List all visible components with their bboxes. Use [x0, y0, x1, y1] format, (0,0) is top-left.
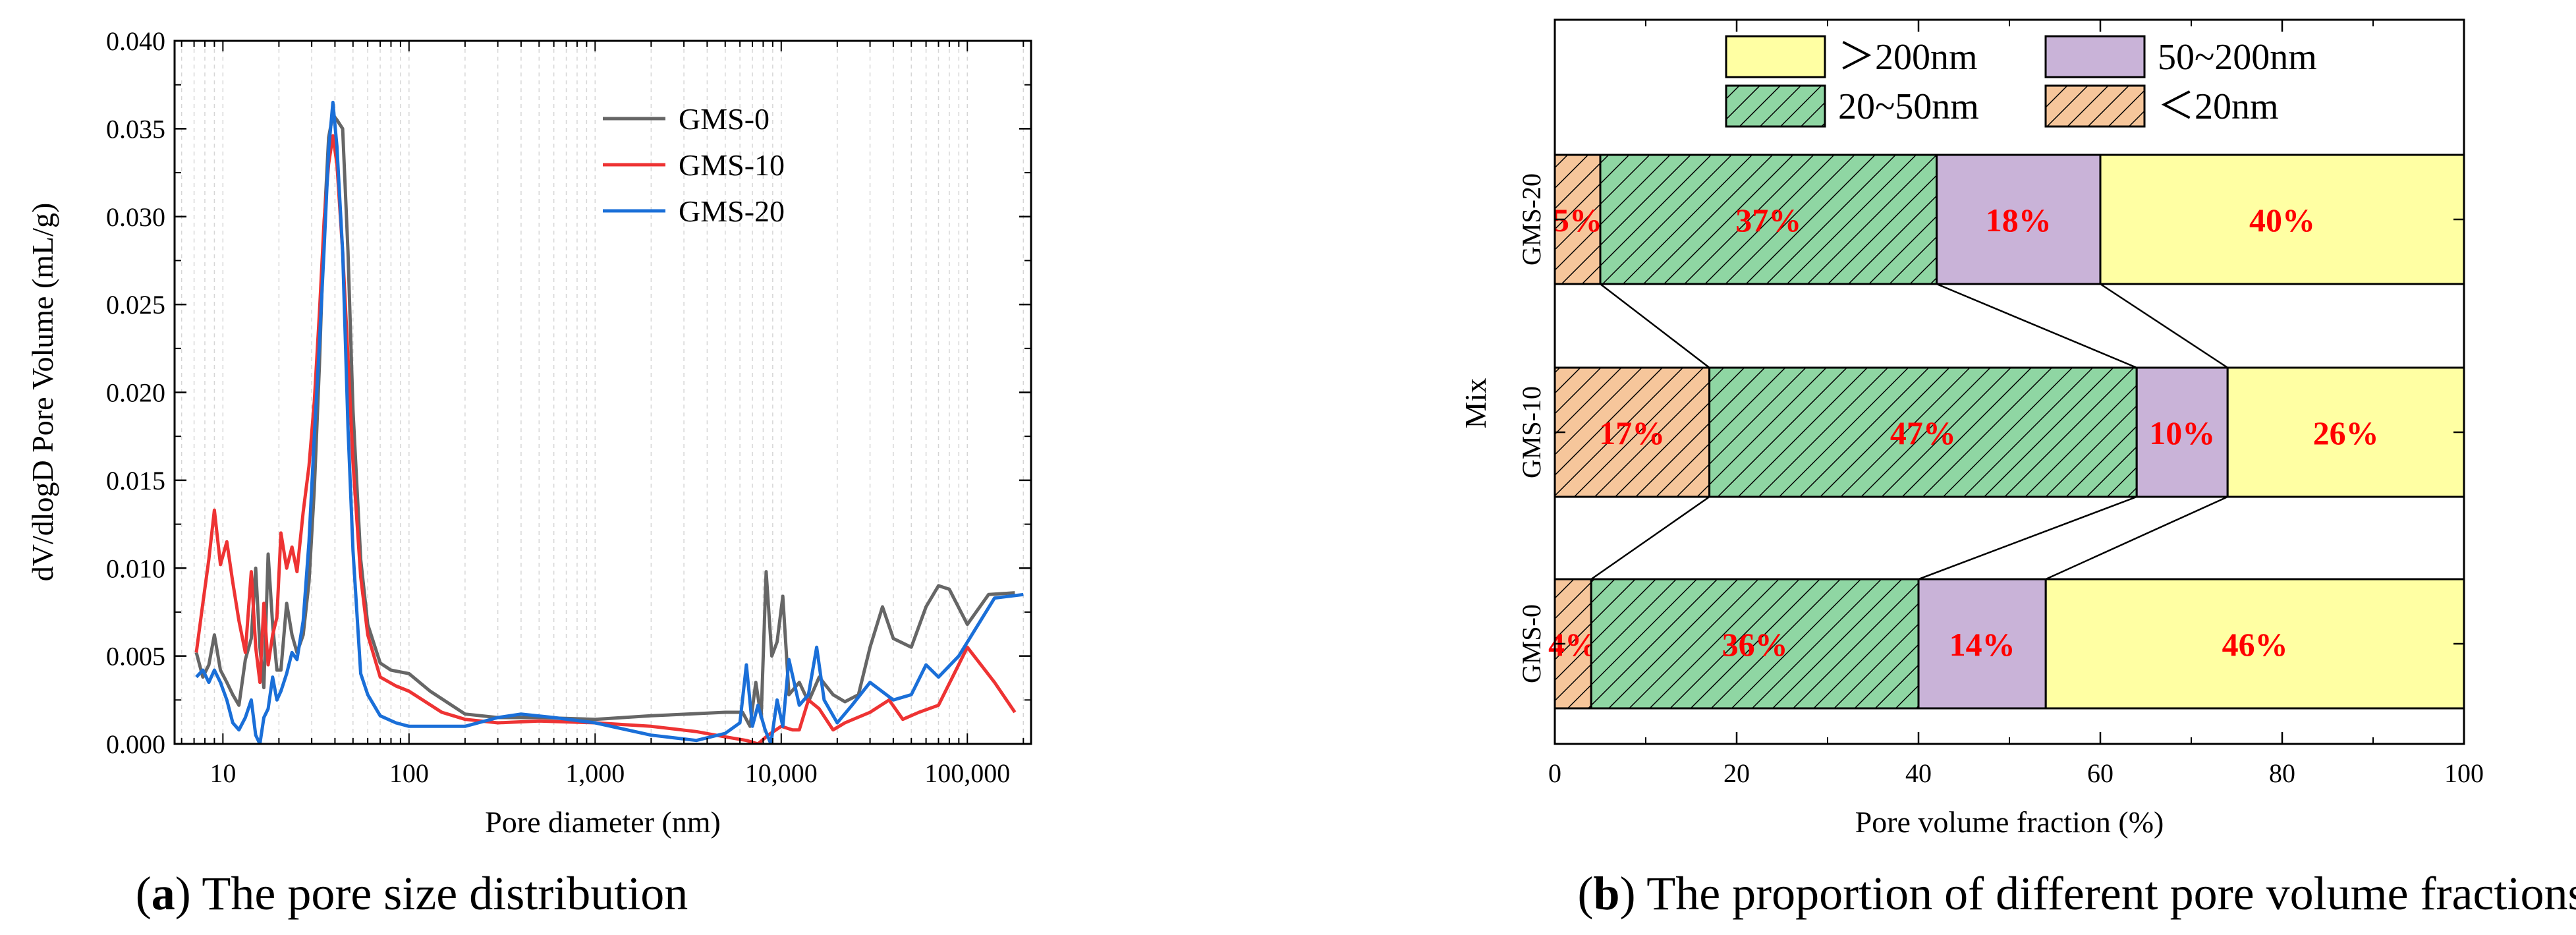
x-tick-label: 80 [2269, 758, 2295, 788]
legend: GMS-0 GMS-10 GMS-20 [603, 102, 785, 228]
x-tick-label: 10 [210, 758, 236, 788]
caption-a-text: The pore size distribution [191, 867, 688, 920]
y-tick-label: 0.035 [106, 114, 165, 144]
y-tick-label: 0.005 [106, 642, 165, 671]
bar-value-label: 26% [2313, 414, 2379, 451]
y-tick-label: 0.030 [106, 202, 165, 232]
bar-value-label: 46% [2222, 626, 2288, 663]
bar-segment [2135, 366, 2229, 498]
x-tick-label: 100 [2444, 758, 2484, 788]
x-tick-label: 10,000 [745, 758, 818, 788]
legend-label: GMS-10 [679, 148, 785, 182]
x-tick-label: 60 [2087, 758, 2114, 788]
y-tick-label: 0.025 [106, 290, 165, 320]
bar-value-label: 47% [1890, 414, 1956, 451]
connector-line [2045, 496, 2228, 581]
legend: ＞200nm 50~200nm 20~50nm ＜20nm [1725, 35, 2317, 128]
caption-b-letter: b [1594, 867, 1620, 920]
y-tick-label: 0.020 [106, 378, 165, 408]
legend-swatch [1725, 84, 1826, 128]
legend-swatch [2044, 35, 2146, 78]
legend-label: ＞200nm [1838, 37, 1978, 78]
y-axis-title: dV/dlogD Pore Volume (mL/g) [26, 203, 59, 582]
legend-label: GMS-0 [679, 102, 770, 136]
bar-value-label: 10% [2149, 414, 2215, 451]
y-tick-label: 0.010 [106, 553, 165, 583]
series-line-gms-20 [195, 100, 1024, 744]
legend-label: GMS-20 [679, 194, 785, 228]
x-tick-label: 20 [1723, 758, 1750, 788]
connector-line [1918, 496, 2137, 581]
series-line-gms-10 [194, 134, 1017, 744]
series-line-gms-0 [194, 113, 1015, 728]
series-lines [194, 100, 1024, 744]
panel-b-stacked-bar-chart: 5% 37% 18% 40%17% 47% 10% 26%4% 36% 14% 46% GMS-2… [1459, 18, 2576, 920]
legend-swatch [2044, 84, 2146, 128]
x-tick-label: 100 [389, 758, 429, 788]
y-category-label: GMS-0 [1517, 604, 1546, 683]
bars: 5% 37% 18% 40%17% 47% 10% 26%4% 36% 14% 46% [1548, 154, 2465, 710]
bar-value-label: 40% [2249, 202, 2315, 239]
bar-segment [1708, 366, 2138, 498]
grid-lines [181, 41, 1024, 744]
panel-a-line-chart: 10 100 1,000 10,000 100,000 0.000 0.005 0.010 0.… [26, 26, 1032, 920]
connector-line [2100, 283, 2228, 369]
bar-segment [1554, 366, 1711, 498]
y-tick-label: 0.000 [106, 729, 165, 759]
connector-line [1600, 283, 1710, 368]
caption-a-letter: a [152, 867, 175, 920]
bar-segment [2226, 366, 2465, 498]
x-tick-label: 1,000 [565, 758, 625, 788]
y-tick-label: 0.015 [106, 466, 165, 496]
connector-line [1936, 283, 2137, 369]
legend-label: 20~50nm [1838, 86, 1979, 127]
bar-segment [2099, 154, 2465, 285]
x-axis-title: Pore diameter (nm) [485, 805, 721, 839]
y-category-label: GMS-20 [1517, 173, 1546, 266]
x-tick-label: 0 [1548, 758, 1561, 788]
legend-swatch [1725, 35, 1826, 78]
y-axis-title: Mix [1459, 378, 1492, 429]
caption-a: (a) The pore size distribution [136, 867, 688, 920]
connector-lines [1590, 283, 2228, 581]
bar-segment [2044, 578, 2465, 710]
bar-value-label: 14% [1949, 626, 2015, 663]
caption-b: (b) The proportion of different pore vol… [1578, 867, 2576, 920]
y-category-label: GMS-10 [1517, 386, 1546, 478]
x-axis-title: Pore volume fraction (%) [1855, 805, 2164, 839]
bar-value-label: 17% [1599, 414, 1665, 451]
bar-value-label: 18% [1986, 202, 2052, 239]
caption-b-text: The proportion of different pore volume … [1636, 867, 2576, 920]
connector-line [1590, 496, 1710, 581]
x-tick-label: 40 [1905, 758, 1932, 788]
bar-segment [1599, 154, 1938, 285]
legend-label: ＜20nm [2158, 86, 2279, 127]
x-tick-label: 100,000 [924, 758, 1010, 788]
axis-ticks: 10 100 1,000 10,000 100,000 0.000 0.005 0.010 0.… [106, 26, 1031, 788]
bar-value-label: 36% [1722, 626, 1788, 663]
axis-ticks: GMS-20 GMS-10 GMS-0 0 20 40 60 80 100 [1517, 20, 2484, 788]
y-tick-label: 0.040 [106, 26, 165, 56]
bar-value-label: 37% [1735, 202, 1801, 239]
legend-label: 50~200nm [2158, 37, 2317, 78]
